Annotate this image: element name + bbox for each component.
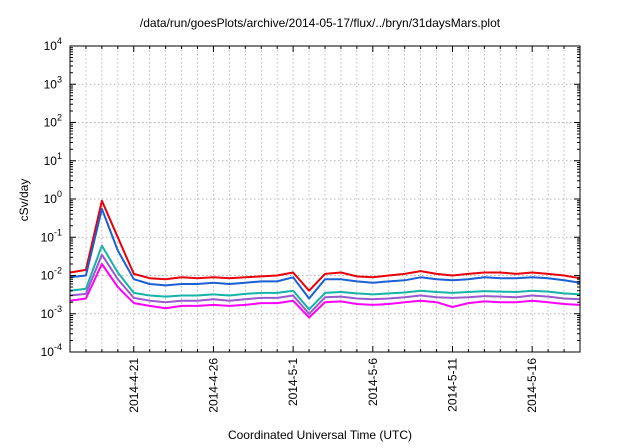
series-line-1 <box>69 199 581 292</box>
x-tick-label: 2014-5-16 <box>525 358 539 413</box>
series-line-2 <box>69 207 581 300</box>
y-tick-label: 10-3 <box>41 304 62 321</box>
y-tick-label: 102 <box>44 113 62 130</box>
y-tick-label: 10-1 <box>41 227 62 244</box>
x-tick-label: 2014-4-21 <box>127 358 141 413</box>
x-tick-label: 2014-4-26 <box>206 358 220 413</box>
y-tick-label: 10-4 <box>41 342 62 359</box>
chart-title: /data/run/goesPlots/archive/2014-05-17/f… <box>139 16 501 30</box>
x-tick-label: 2014-5-6 <box>366 358 380 406</box>
y-tick-label: 103 <box>44 74 62 91</box>
chart-gridlines <box>70 46 580 352</box>
chart-ticks <box>70 45 580 353</box>
y-tick-labels: 10-4 10-3 10-2 10-1 100 101 102 103 104 <box>41 36 62 359</box>
y-tick-label: 100 <box>44 189 62 206</box>
x-axis-label: Coordinated Universal Time (UTC) <box>227 428 413 442</box>
y-axis-label: cSv/day <box>17 178 31 222</box>
chart-series <box>69 199 581 319</box>
y-tick-label: 10-2 <box>41 266 62 283</box>
series-line-4 <box>69 253 581 315</box>
series-line-5 <box>69 263 581 319</box>
series-line-3 <box>69 244 581 311</box>
y-tick-label: 104 <box>44 36 62 53</box>
x-tick-label: 2014-5-1 <box>286 358 300 406</box>
x-tick-label: 2014-5-11 <box>446 358 460 412</box>
x-tick-labels: 2014-4-21 2014-4-26 2014-5-1 2014-5-6 2014-5… <box>127 358 539 413</box>
y-tick-label: 101 <box>44 151 62 168</box>
